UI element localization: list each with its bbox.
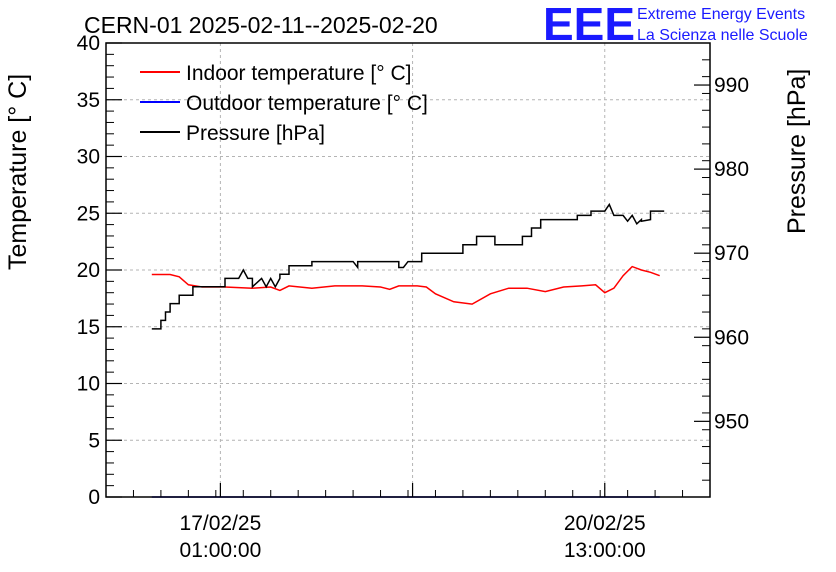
y-tick-label: 5 xyxy=(88,429,100,452)
legend-label-0: Indoor temperature [° C] xyxy=(186,62,412,85)
x-tick-time: 13:00:00 xyxy=(564,539,646,562)
y-tick-label: 40 xyxy=(77,32,100,55)
x-tick-date: 17/02/25 xyxy=(180,512,262,535)
y-tick-label: 35 xyxy=(77,89,100,112)
chart-title: CERN-01 2025-02-11--2025-02-20 xyxy=(84,12,438,38)
legend-label-2: Pressure [hPa] xyxy=(186,122,325,145)
y-axis-label: Temperature [° C] xyxy=(4,74,32,270)
series-line-2 xyxy=(151,202,665,330)
y-tick-label: 0 xyxy=(88,486,100,509)
y-tick-label: 25 xyxy=(77,202,100,225)
logo-line-2: La Scienza nelle Scuole xyxy=(637,27,808,44)
x-tick-time: 01:00:00 xyxy=(180,539,262,562)
x-tick-date: 20/02/25 xyxy=(564,512,646,535)
y2-tick-label: 950 xyxy=(714,410,749,433)
y2-tick-label: 970 xyxy=(714,242,749,265)
series-layer xyxy=(151,202,665,498)
y2-tick-label: 960 xyxy=(714,326,749,349)
legend: Indoor temperature [° C] Outdoor temperat… xyxy=(140,62,428,145)
legend-label-1: Outdoor temperature [° C] xyxy=(186,92,428,115)
y-tick-label: 30 xyxy=(77,146,100,169)
y-tick-label: 20 xyxy=(77,259,100,282)
y-tick-label: 10 xyxy=(77,373,100,396)
axes: 0 5 10 15 20 25 30 35 40 950 960 970 980 990 17/02/25 0… xyxy=(77,32,749,562)
series-line-0 xyxy=(151,265,660,305)
y-tick-label: 15 xyxy=(77,316,100,339)
logo-line-1: Extreme Energy Events xyxy=(637,6,805,23)
eee-logo: EEE Extreme Energy Events La Scienza nel… xyxy=(543,0,808,50)
grid xyxy=(106,43,710,497)
y2-tick-label: 990 xyxy=(714,74,749,97)
y2-axis-label: Pressure [hPa] xyxy=(783,69,811,234)
logo-letters: EEE xyxy=(543,0,635,50)
y2-tick-label: 980 xyxy=(714,158,749,181)
